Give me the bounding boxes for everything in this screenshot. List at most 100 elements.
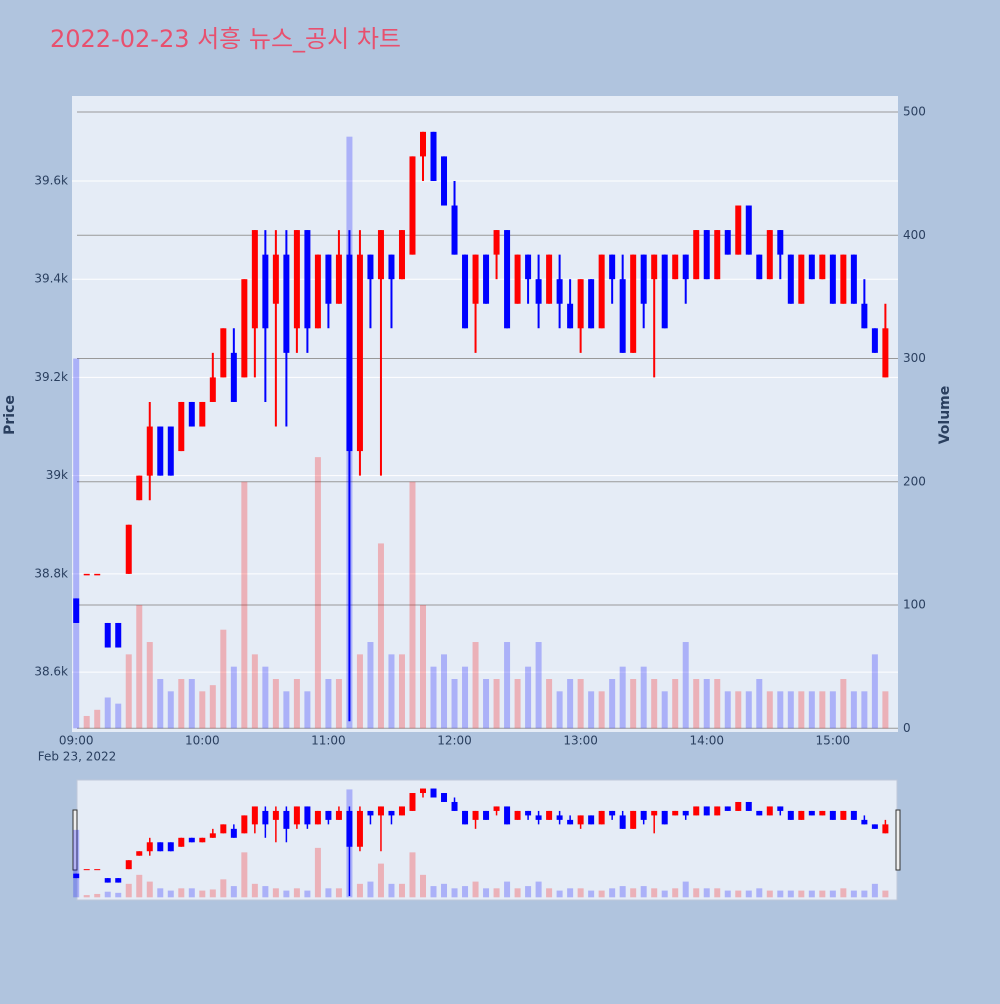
- candle-body: [125, 524, 132, 574]
- candle-body: [808, 254, 815, 280]
- mini-candle-body: [766, 806, 773, 816]
- mini-volume-bar: [672, 888, 679, 898]
- volume-bar: [640, 666, 647, 729]
- mini-volume-bar: [388, 883, 395, 898]
- mini-candle-body: [398, 806, 405, 816]
- x-tick-label: 09:00: [59, 734, 94, 748]
- candle-body: [546, 254, 553, 304]
- mini-volume-bar: [73, 829, 80, 898]
- candle-body: [83, 573, 90, 576]
- candle-body: [241, 279, 248, 378]
- volume-bar: [724, 691, 731, 729]
- volume-bar: [356, 654, 363, 729]
- candle-body: [157, 426, 164, 476]
- mini-candle-body: [682, 810, 689, 816]
- y2-tick-label: 300: [903, 351, 926, 365]
- volume-bar: [756, 679, 763, 729]
- candle-body: [861, 303, 868, 329]
- mini-candle-body: [388, 810, 395, 816]
- mini-candle-body: [115, 878, 122, 883]
- volume-bar: [188, 679, 195, 729]
- x-tick-label: 11:00: [311, 734, 346, 748]
- mini-volume-bar: [304, 890, 311, 898]
- mini-volume-bar: [703, 888, 710, 898]
- volume-bar: [230, 666, 237, 729]
- mini-volume-bar: [745, 890, 752, 898]
- mini-candle-body: [472, 810, 479, 820]
- volume-bar: [693, 679, 700, 729]
- range-slider: [76, 779, 898, 901]
- candle-body: [304, 230, 311, 329]
- mini-volume-bar: [178, 888, 185, 898]
- mini-volume-bar: [493, 888, 500, 898]
- candle-body: [682, 254, 689, 280]
- mini-candle-body: [703, 806, 710, 816]
- mini-volume-bar: [882, 890, 889, 898]
- volume-bar: [125, 654, 132, 729]
- volume-bar: [73, 358, 80, 729]
- candle-body: [766, 230, 773, 280]
- mini-volume-bar: [262, 886, 269, 898]
- mini-candle-body: [377, 806, 384, 816]
- mini-candle-body: [230, 828, 237, 838]
- mini-volume-bar: [283, 890, 290, 898]
- volume-bar: [735, 691, 742, 729]
- mini-candle-body: [251, 806, 258, 825]
- candle-body: [514, 254, 521, 304]
- mini-candle-body: [146, 842, 153, 852]
- candle-body: [577, 279, 584, 329]
- mini-volume-bar: [766, 890, 773, 898]
- mini-volume-bar: [756, 888, 763, 898]
- mini-candle-body: [178, 837, 185, 847]
- candle-body: [829, 254, 836, 304]
- mini-candle-body: [304, 806, 311, 825]
- candle-body: [787, 254, 794, 304]
- mini-volume-bar: [188, 888, 195, 898]
- candle-body: [850, 254, 857, 304]
- candle-body: [871, 328, 878, 353]
- volume-bar: [556, 691, 563, 729]
- volume-bar: [272, 679, 279, 729]
- candle-body: [745, 205, 752, 255]
- candle-body: [567, 303, 574, 329]
- mini-volume-bar: [724, 890, 731, 898]
- candle-body: [588, 279, 595, 329]
- volume-bar: [94, 709, 101, 729]
- volume-bar: [377, 543, 384, 729]
- mini-volume-bar: [514, 888, 521, 898]
- volume-bar: [745, 691, 752, 729]
- mini-volume-bar: [325, 888, 332, 898]
- mini-volume-bar: [609, 888, 616, 898]
- mini-volume-bar: [451, 888, 458, 898]
- volume-bar: [609, 679, 616, 729]
- mini-volume-bar: [462, 886, 469, 898]
- mini-volume-bar: [640, 886, 647, 898]
- mini-candle-body: [735, 801, 742, 811]
- candle-body: [115, 622, 122, 648]
- mini-volume-bar: [430, 886, 437, 898]
- mini-volume-bar: [483, 888, 490, 898]
- y2-tick-label: 500: [903, 105, 926, 119]
- y2-axis-title: Volume: [937, 386, 953, 445]
- mini-candle-body: [651, 810, 658, 816]
- range-handle[interactable]: [895, 809, 901, 871]
- volume-bar: [283, 691, 290, 729]
- candle-body: [104, 622, 111, 648]
- mini-candle-body: [104, 878, 111, 883]
- mini-candle-body: [83, 869, 90, 871]
- candle-body: [672, 254, 679, 280]
- mini-candle-body: [241, 815, 248, 834]
- mini-candle-body: [850, 810, 857, 820]
- candle-body: [230, 352, 237, 402]
- volume-bar: [157, 679, 164, 729]
- mini-candle-body: [546, 810, 553, 820]
- range-handle[interactable]: [72, 809, 78, 871]
- candle-body: [756, 254, 763, 280]
- y2-tick-label: 0: [903, 721, 911, 735]
- mini-candle-body: [756, 810, 763, 816]
- mini-candle-body: [493, 806, 500, 811]
- mini-volume-bar: [630, 888, 637, 898]
- mini-volume-bar: [619, 886, 626, 898]
- mini-candle-body: [787, 810, 794, 820]
- candle-body: [777, 230, 784, 255]
